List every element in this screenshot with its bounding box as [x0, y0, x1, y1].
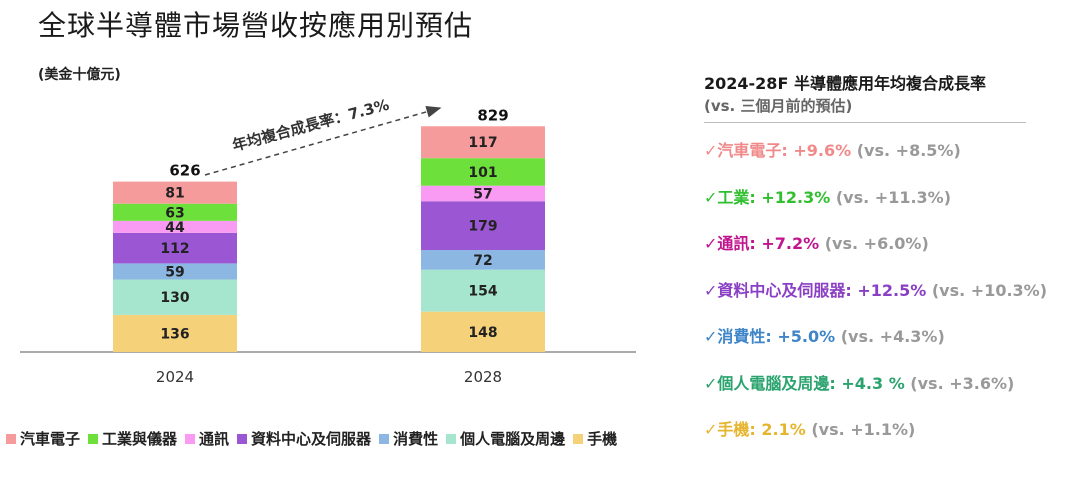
legend-item: 工業與儀器: [88, 428, 177, 449]
category-tick-label: 2024: [156, 368, 194, 386]
segment-value-label: 112: [160, 241, 189, 257]
legend-swatch: [237, 433, 248, 444]
panel-title: 2024-28F 半導體應用年均複合成長率: [704, 74, 986, 93]
legend-item: 消費性: [379, 428, 438, 449]
legend-swatch: [573, 433, 584, 444]
cagr-annotation: 年均複合成長率：7.3%: [230, 96, 391, 155]
panel-divider: [704, 122, 1026, 123]
cagr-arrow: [204, 105, 442, 176]
category-tick-label: 2028: [464, 368, 502, 386]
cagr-list: ✓汽車電子: +9.6% (vs. +8.5%) ✓工業: +12.3% (vs.…: [704, 137, 1054, 463]
segment-value-label: 59: [165, 264, 184, 280]
cagr-value: ✓汽車電子: +9.6%: [704, 141, 852, 160]
legend-label: 資料中心及伺服器: [251, 430, 372, 448]
cagr-value: ✓資料中心及伺服器: +12.5%: [704, 280, 927, 300]
bar-total-label: 829: [477, 106, 508, 124]
cagr-row: ✓消費性: +5.0% (vs. +4.3%): [704, 323, 1054, 370]
segment-value-label: 57: [473, 186, 492, 202]
legend-label: 個人電腦及周邊: [460, 430, 566, 448]
legend-label: 通訊: [199, 430, 230, 448]
bar-segment: [421, 126, 545, 159]
legend-item: 汽車電子: [6, 428, 80, 449]
bar-segment: [113, 279, 237, 315]
bar-total-label: 626: [169, 162, 200, 180]
cagr-previous: (vs. +11.3%): [830, 187, 952, 207]
segment-value-label: 154: [468, 284, 497, 300]
cagr-row: ✓工業: +12.3% (vs. +11.3%): [704, 184, 1054, 231]
cagr-row: ✓汽車電子: +9.6% (vs. +8.5%): [704, 137, 1054, 184]
bar-segment: [113, 181, 237, 204]
cagr-row: ✓個人電腦及周邊: +4.3 % (vs. +3.6%): [704, 370, 1054, 417]
cagr-previous: (vs. +4.3%): [835, 327, 945, 346]
legend-label: 消費性: [393, 430, 439, 448]
segment-value-label: 81: [165, 186, 184, 202]
cagr-previous: (vs. +10.3%): [926, 280, 1048, 300]
bar-segment: [113, 314, 237, 352]
legend-item: 通訊: [185, 428, 229, 449]
legend-label: 手機: [587, 430, 618, 448]
legend-swatch: [185, 433, 196, 444]
panel-subtitle: (vs. 三個月前的預估): [704, 97, 853, 115]
cagr-row: ✓資料中心及伺服器: +12.5% (vs. +10.3%): [704, 277, 1054, 324]
segment-value-label: 44: [165, 220, 185, 236]
bar-segment: [421, 250, 545, 270]
legend-swatch: [88, 433, 99, 444]
bar-segment: [421, 269, 545, 312]
unit-label: (美金十億元): [38, 67, 121, 83]
segment-value-label: 136: [160, 326, 189, 342]
cagr-previous: (vs. +8.5%): [851, 141, 961, 160]
segment-value-label: 117: [468, 135, 497, 151]
chart-title: 全球半導體市場營收按應用別預估: [38, 9, 474, 42]
segment-value-label: 72: [473, 253, 492, 269]
legend-item: 個人電腦及周邊: [446, 428, 565, 449]
cagr-previous: (vs. +6.0%): [819, 234, 929, 253]
bar-segment: [421, 311, 545, 352]
cagr-value: ✓工業: +12.3%: [704, 187, 831, 207]
segment-value-label: 148: [468, 325, 497, 341]
bar-segment: [113, 232, 237, 264]
cagr-value: ✓個人電腦及周邊: +4.3 %: [704, 373, 905, 393]
legend-item: 手機: [573, 428, 617, 449]
bar-segment: [113, 203, 237, 221]
bar-segment: [421, 201, 545, 251]
cagr-value: ✓通訊: +7.2%: [704, 234, 820, 253]
segment-value-label: 101: [468, 165, 497, 181]
cagr-row: ✓手機: 2.1% (vs. +1.1%): [704, 416, 1054, 463]
legend-swatch: [379, 433, 390, 444]
bar-segment: [113, 220, 237, 233]
legend-label: 工業與儀器: [102, 430, 178, 448]
cagr-value: ✓手機: 2.1%: [704, 420, 806, 439]
bar-segment: [421, 185, 545, 202]
chart-legend: 汽車電子 工業與儀器 通訊 資料中心及伺服器 消費性 個人電腦及周邊 手機: [6, 428, 617, 449]
legend-swatch: [6, 433, 16, 444]
segment-value-label: 179: [468, 219, 497, 235]
legend-swatch: [446, 433, 457, 444]
cagr-panel: 2024-28F 半導體應用年均複合成長率 (vs. 三個月前的預估) ✓汽車電…: [704, 70, 1054, 463]
bar-segment: [113, 263, 237, 280]
cagr-previous: (vs. +3.6%): [904, 373, 1015, 393]
legend-label: 汽車電子: [20, 430, 81, 448]
cagr-previous: (vs. +1.1%): [805, 420, 916, 439]
cagr-row: ✓通訊: +7.2% (vs. +6.0%): [704, 230, 1054, 277]
segment-value-label: 130: [160, 290, 189, 306]
cagr-value: ✓消費性: +5.0%: [704, 327, 836, 346]
legend-item: 資料中心及伺服器: [237, 428, 371, 449]
segment-value-label: 63: [165, 205, 184, 221]
bar-segment: [421, 158, 545, 186]
